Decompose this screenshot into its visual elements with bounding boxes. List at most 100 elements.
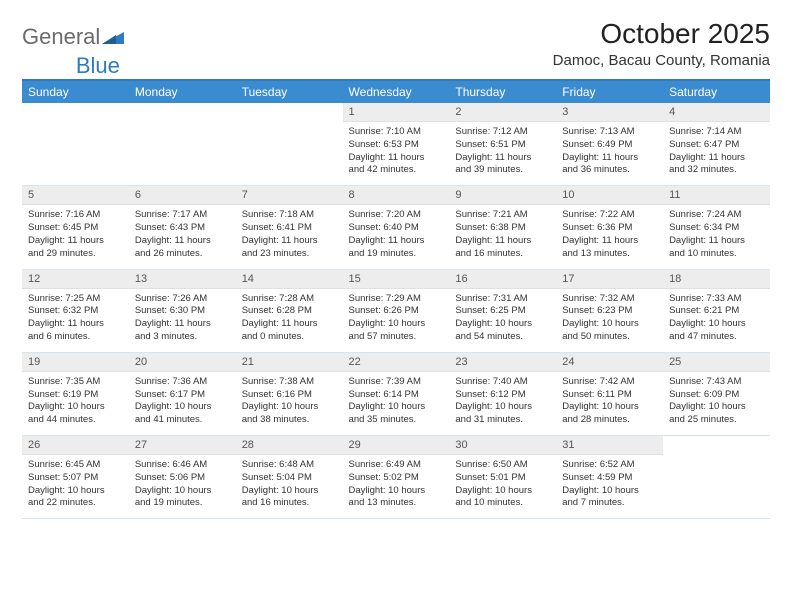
day-number: 30 (449, 436, 556, 455)
day-sunrise: Sunrise: 7:31 AM (455, 293, 550, 306)
day-details: Sunrise: 7:43 AMSunset: 6:09 PMDaylight:… (663, 372, 770, 435)
day-sunset: Sunset: 6:19 PM (28, 389, 123, 402)
day-number: 2 (449, 103, 556, 122)
day-details: Sunrise: 7:39 AMSunset: 6:14 PMDaylight:… (343, 372, 450, 435)
logo-triangle-icon (102, 24, 124, 50)
day-sunrise: Sunrise: 7:21 AM (455, 209, 550, 222)
day-sunset: Sunset: 6:23 PM (562, 305, 657, 318)
day-daylight1: Daylight: 11 hours (562, 152, 657, 165)
day-sunset: Sunset: 6:36 PM (562, 222, 657, 235)
day-daylight1: Daylight: 11 hours (28, 235, 123, 248)
day-details: Sunrise: 6:49 AMSunset: 5:02 PMDaylight:… (343, 455, 450, 518)
calendar-body: ......1Sunrise: 7:10 AMSunset: 6:53 PMDa… (22, 103, 770, 519)
day-sunrise: Sunrise: 7:22 AM (562, 209, 657, 222)
day-sunrise: Sunrise: 7:16 AM (28, 209, 123, 222)
day-daylight2: and 50 minutes. (562, 331, 657, 344)
day-number: 11 (663, 186, 770, 205)
day-daylight1: Daylight: 11 hours (135, 318, 230, 331)
day-number: 10 (556, 186, 663, 205)
day-number: 4 (663, 103, 770, 122)
day-number: 14 (236, 270, 343, 289)
day-daylight2: and 10 minutes. (669, 248, 764, 261)
day-sunrise: Sunrise: 7:39 AM (349, 376, 444, 389)
calendar-day-cell: 19Sunrise: 7:35 AMSunset: 6:19 PMDayligh… (22, 352, 129, 435)
calendar-day-cell: 25Sunrise: 7:43 AMSunset: 6:09 PMDayligh… (663, 352, 770, 435)
day-number: 9 (449, 186, 556, 205)
day-details: Sunrise: 7:26 AMSunset: 6:30 PMDaylight:… (129, 289, 236, 352)
day-details: Sunrise: 7:36 AMSunset: 6:17 PMDaylight:… (129, 372, 236, 435)
day-sunset: Sunset: 6:12 PM (455, 389, 550, 402)
day-sunset: Sunset: 5:04 PM (242, 472, 337, 485)
day-sunset: Sunset: 5:01 PM (455, 472, 550, 485)
day-daylight2: and 26 minutes. (135, 248, 230, 261)
day-daylight2: and 35 minutes. (349, 414, 444, 427)
day-number: 1 (343, 103, 450, 122)
day-number: 26 (22, 436, 129, 455)
day-daylight2: and 38 minutes. (242, 414, 337, 427)
day-daylight2: and 3 minutes. (135, 331, 230, 344)
day-daylight2: and 25 minutes. (669, 414, 764, 427)
calendar-day-cell: .. (663, 436, 770, 519)
day-sunset: Sunset: 5:02 PM (349, 472, 444, 485)
day-details: Sunrise: 7:14 AMSunset: 6:47 PMDaylight:… (663, 122, 770, 185)
day-daylight1: Daylight: 11 hours (28, 318, 123, 331)
day-number: 22 (343, 353, 450, 372)
calendar-day-cell: 11Sunrise: 7:24 AMSunset: 6:34 PMDayligh… (663, 186, 770, 269)
day-sunrise: Sunrise: 7:12 AM (455, 126, 550, 139)
day-daylight1: Daylight: 10 hours (669, 318, 764, 331)
day-daylight1: Daylight: 11 hours (455, 235, 550, 248)
day-sunset: Sunset: 6:28 PM (242, 305, 337, 318)
day-sunrise: Sunrise: 7:20 AM (349, 209, 444, 222)
calendar-day-cell: 21Sunrise: 7:38 AMSunset: 6:16 PMDayligh… (236, 352, 343, 435)
day-sunrise: Sunrise: 7:42 AM (562, 376, 657, 389)
day-daylight2: and 42 minutes. (349, 164, 444, 177)
calendar-day-cell: 12Sunrise: 7:25 AMSunset: 6:32 PMDayligh… (22, 269, 129, 352)
day-daylight2: and 23 minutes. (242, 248, 337, 261)
day-sunset: Sunset: 6:47 PM (669, 139, 764, 152)
month-title: October 2025 (553, 18, 770, 50)
day-number: 27 (129, 436, 236, 455)
calendar-day-cell: 1Sunrise: 7:10 AMSunset: 6:53 PMDaylight… (343, 103, 450, 186)
calendar-day-cell: 29Sunrise: 6:49 AMSunset: 5:02 PMDayligh… (343, 436, 450, 519)
day-sunset: Sunset: 6:41 PM (242, 222, 337, 235)
day-details: Sunrise: 6:50 AMSunset: 5:01 PMDaylight:… (449, 455, 556, 518)
day-daylight1: Daylight: 11 hours (242, 318, 337, 331)
day-daylight2: and 13 minutes. (562, 248, 657, 261)
day-daylight1: Daylight: 10 hours (455, 485, 550, 498)
day-sunset: Sunset: 6:09 PM (669, 389, 764, 402)
day-daylight2: and 28 minutes. (562, 414, 657, 427)
day-number: 6 (129, 186, 236, 205)
day-daylight1: Daylight: 10 hours (562, 401, 657, 414)
day-sunrise: Sunrise: 6:46 AM (135, 459, 230, 472)
day-daylight2: and 39 minutes. (455, 164, 550, 177)
day-details: Sunrise: 7:28 AMSunset: 6:28 PMDaylight:… (236, 289, 343, 352)
day-daylight1: Daylight: 11 hours (669, 235, 764, 248)
day-daylight1: Daylight: 10 hours (669, 401, 764, 414)
day-number: 28 (236, 436, 343, 455)
day-details: Sunrise: 7:21 AMSunset: 6:38 PMDaylight:… (449, 205, 556, 268)
calendar-day-cell: 30Sunrise: 6:50 AMSunset: 5:01 PMDayligh… (449, 436, 556, 519)
calendar-day-cell: 7Sunrise: 7:18 AMSunset: 6:41 PMDaylight… (236, 186, 343, 269)
day-daylight2: and 54 minutes. (455, 331, 550, 344)
day-number: 24 (556, 353, 663, 372)
day-number: 12 (22, 270, 129, 289)
day-details: Sunrise: 7:13 AMSunset: 6:49 PMDaylight:… (556, 122, 663, 185)
day-details: Sunrise: 7:25 AMSunset: 6:32 PMDaylight:… (22, 289, 129, 352)
day-sunset: Sunset: 6:26 PM (349, 305, 444, 318)
day-sunset: Sunset: 6:11 PM (562, 389, 657, 402)
day-sunset: Sunset: 6:17 PM (135, 389, 230, 402)
calendar-day-cell: 13Sunrise: 7:26 AMSunset: 6:30 PMDayligh… (129, 269, 236, 352)
weekday-header: Monday (129, 80, 236, 103)
day-daylight1: Daylight: 10 hours (349, 318, 444, 331)
day-sunrise: Sunrise: 6:48 AM (242, 459, 337, 472)
day-sunrise: Sunrise: 7:28 AM (242, 293, 337, 306)
day-sunrise: Sunrise: 7:36 AM (135, 376, 230, 389)
day-daylight1: Daylight: 11 hours (669, 152, 764, 165)
calendar-day-cell: .. (236, 103, 343, 186)
day-daylight1: Daylight: 10 hours (455, 318, 550, 331)
day-daylight1: Daylight: 10 hours (562, 485, 657, 498)
day-daylight2: and 47 minutes. (669, 331, 764, 344)
calendar-day-cell: 27Sunrise: 6:46 AMSunset: 5:06 PMDayligh… (129, 436, 236, 519)
day-number: 20 (129, 353, 236, 372)
day-daylight2: and 32 minutes. (669, 164, 764, 177)
